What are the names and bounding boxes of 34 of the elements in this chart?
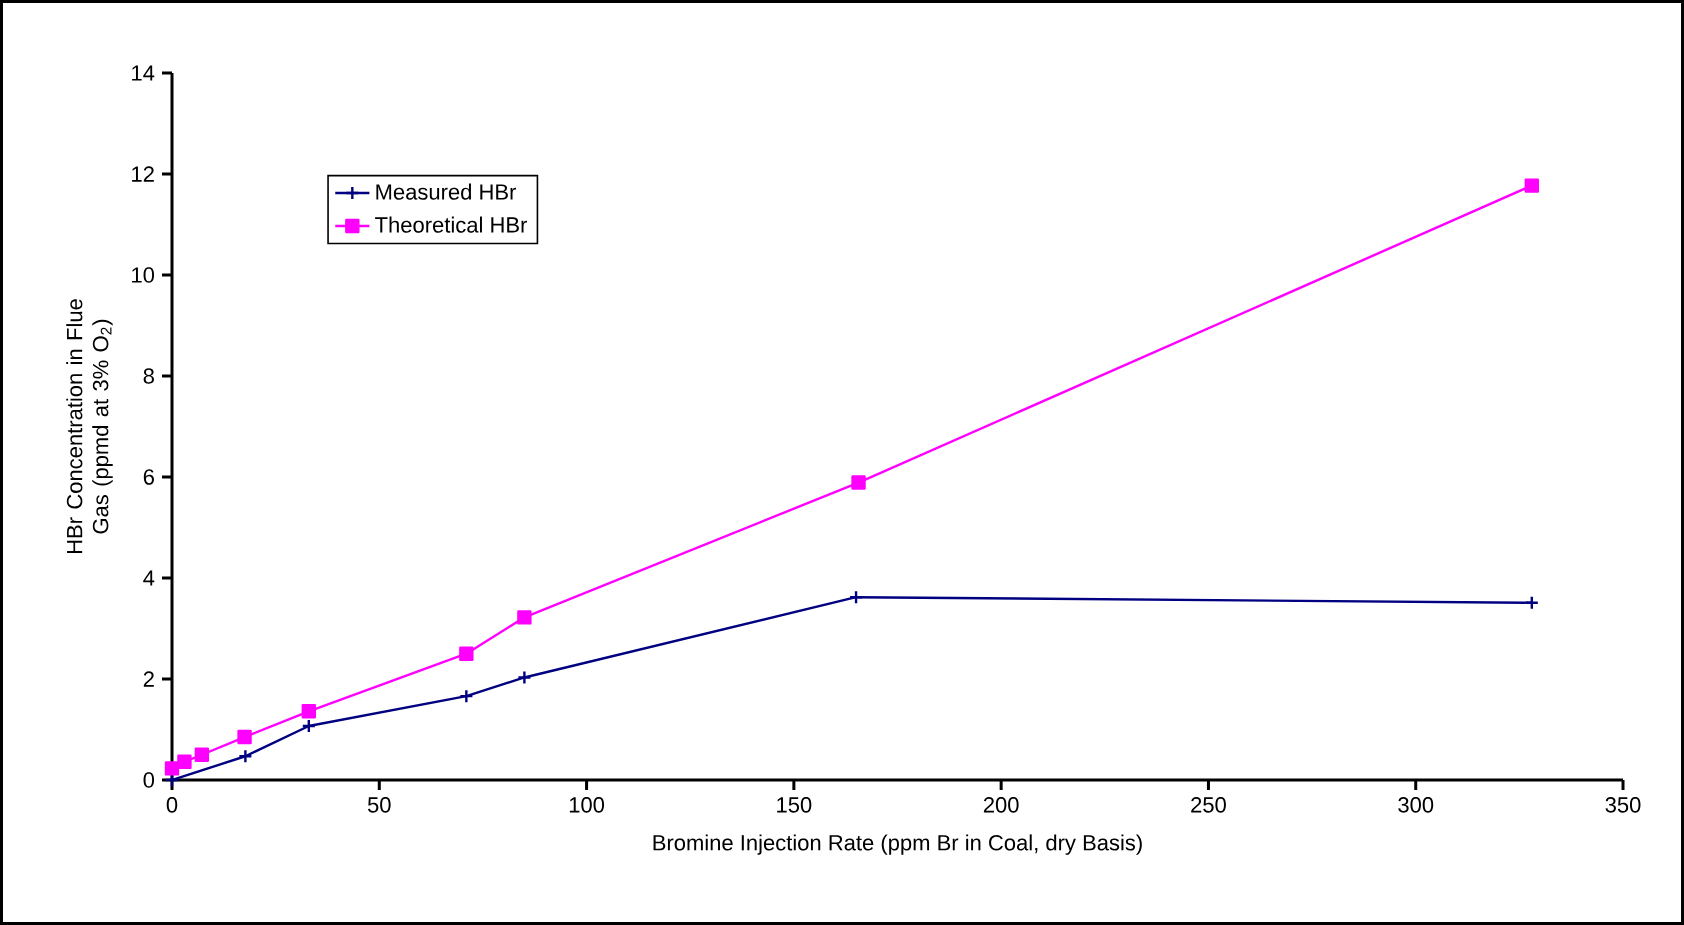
- point: [238, 749, 253, 764]
- point: [1524, 178, 1540, 193]
- legend-label: Measured HBr: [376, 183, 517, 200]
- y-tick-label: 12: [132, 166, 154, 182]
- point: [301, 704, 317, 719]
- point: [164, 761, 180, 776]
- y-tick-label: 14: [132, 65, 155, 81]
- x-tick-label: 300: [1398, 797, 1434, 813]
- y-tick-label: 2: [143, 671, 154, 687]
- point: [301, 718, 317, 734]
- point: [459, 688, 474, 704]
- point: [177, 754, 192, 770]
- x-tick-label: 0: [166, 797, 178, 813]
- point: [517, 670, 532, 685]
- y-tick-label: 8: [143, 368, 154, 384]
- x-tick-label: 200: [983, 797, 1019, 813]
- point: [194, 747, 210, 762]
- y-tick-label: 0: [143, 772, 155, 788]
- y-tick-label: 4: [143, 570, 155, 586]
- point: [459, 646, 474, 661]
- point: [237, 729, 252, 745]
- x-axis-title: Bromine Injection Rate (ppm Br in Coal, dry Basis): [653, 834, 1142, 855]
- point: [517, 610, 532, 625]
- y-tick-label: 10: [132, 267, 155, 283]
- x-tick-label: 250: [1191, 797, 1226, 813]
- legend-label: Theoretical HBr: [375, 216, 528, 233]
- x-tick-label: 100: [569, 797, 605, 813]
- x-tick-label: 50: [367, 797, 391, 813]
- point: [851, 475, 866, 490]
- x-tick-label: 350: [1605, 797, 1641, 813]
- point: [848, 589, 864, 605]
- x-tick-label: 150: [777, 797, 812, 813]
- y-tick-label: 6: [143, 469, 154, 485]
- point: [1524, 595, 1540, 610]
